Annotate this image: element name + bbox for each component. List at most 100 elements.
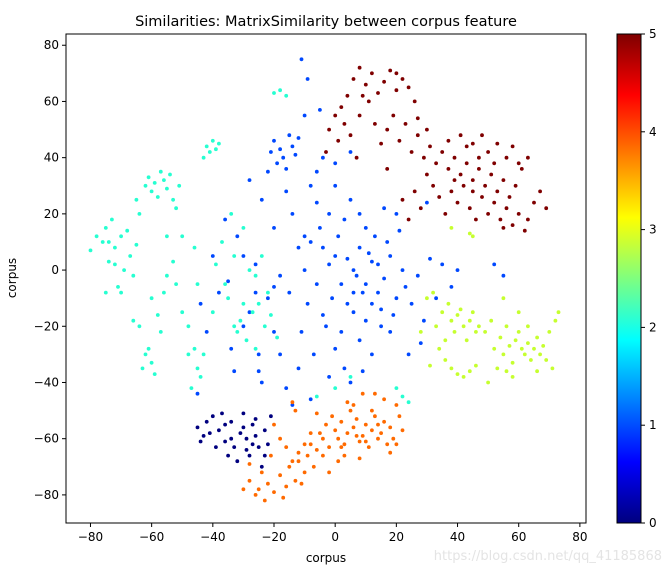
data-point <box>259 464 264 469</box>
data-point <box>284 93 289 98</box>
data-point <box>210 254 215 258</box>
data-point <box>379 431 383 435</box>
data-point <box>256 352 261 357</box>
data-point <box>247 310 252 315</box>
data-point <box>348 150 353 154</box>
data-point <box>281 155 286 160</box>
data-point <box>226 453 231 458</box>
colorbar-tick-label: 5 <box>649 27 657 41</box>
data-point <box>247 453 252 458</box>
data-point <box>412 99 417 104</box>
data-point <box>339 330 344 334</box>
data-point <box>470 178 475 183</box>
data-point <box>244 338 249 343</box>
data-point <box>272 138 276 143</box>
data-point <box>165 186 169 191</box>
data-point <box>314 448 319 452</box>
data-point <box>220 240 224 244</box>
data-point <box>134 242 139 247</box>
data-point <box>486 212 490 216</box>
data-point <box>290 403 295 407</box>
data-point <box>379 141 383 146</box>
data-point <box>379 307 383 312</box>
data-point <box>284 386 289 390</box>
data-point <box>516 330 521 334</box>
data-point <box>458 172 463 177</box>
data-point <box>455 268 460 272</box>
data-point <box>400 394 405 399</box>
data-point <box>370 352 374 357</box>
data-point <box>177 183 182 188</box>
data-point <box>360 434 365 438</box>
data-point <box>470 141 475 146</box>
data-point <box>425 200 429 205</box>
data-point <box>253 346 258 351</box>
data-point <box>241 411 246 416</box>
y-tick-label: −20 <box>34 319 59 333</box>
data-point <box>155 313 160 317</box>
data-point <box>339 419 344 424</box>
data-point <box>388 68 393 73</box>
data-point <box>443 358 448 362</box>
data-point <box>201 434 206 438</box>
data-point <box>458 133 463 138</box>
data-point <box>474 217 478 222</box>
data-point <box>428 363 432 368</box>
data-point <box>171 259 176 264</box>
data-point <box>455 313 460 317</box>
data-point <box>452 178 457 183</box>
data-point <box>507 195 512 199</box>
data-point <box>186 352 191 357</box>
data-point <box>519 346 524 351</box>
data-point <box>305 453 310 458</box>
data-point <box>388 425 393 430</box>
data-point <box>535 335 539 340</box>
chart-title: Similarities: MatrixSimilarity between c… <box>135 14 517 30</box>
data-point <box>256 301 261 306</box>
data-point <box>477 155 481 160</box>
data-point <box>330 414 334 419</box>
data-point <box>321 453 325 458</box>
data-point <box>336 436 341 441</box>
data-point <box>547 330 552 334</box>
data-point <box>412 189 417 194</box>
data-point <box>256 445 261 449</box>
data-point <box>296 459 301 464</box>
data-point <box>492 200 497 205</box>
data-point <box>94 234 99 239</box>
data-point <box>278 473 282 478</box>
data-point <box>290 459 295 464</box>
data-point <box>477 167 481 171</box>
data-point <box>351 425 356 430</box>
data-point <box>232 369 237 374</box>
data-point <box>510 144 515 149</box>
colorbar: 0 1 2 3 4 5 <box>616 27 657 530</box>
data-point <box>308 431 313 435</box>
data-point <box>284 484 289 489</box>
data-point <box>214 445 218 449</box>
data-point <box>192 245 197 250</box>
data-point <box>336 138 341 143</box>
data-point <box>321 436 325 441</box>
data-point <box>400 77 405 81</box>
data-point <box>354 417 359 421</box>
data-point <box>140 366 145 371</box>
points-layer <box>88 57 561 503</box>
data-point <box>287 290 292 295</box>
data-point <box>152 372 157 376</box>
data-point <box>327 212 331 216</box>
data-point <box>333 346 338 351</box>
data-point <box>229 212 234 216</box>
data-point <box>272 422 276 427</box>
data-point <box>180 234 185 239</box>
data-point <box>305 301 310 306</box>
data-point <box>137 324 142 329</box>
data-point <box>204 330 209 334</box>
data-point <box>434 296 438 301</box>
data-point <box>437 346 442 351</box>
data-point <box>210 138 215 143</box>
data-point <box>406 85 411 90</box>
data-point <box>269 453 273 458</box>
data-point <box>201 352 206 357</box>
data-point <box>223 217 228 222</box>
